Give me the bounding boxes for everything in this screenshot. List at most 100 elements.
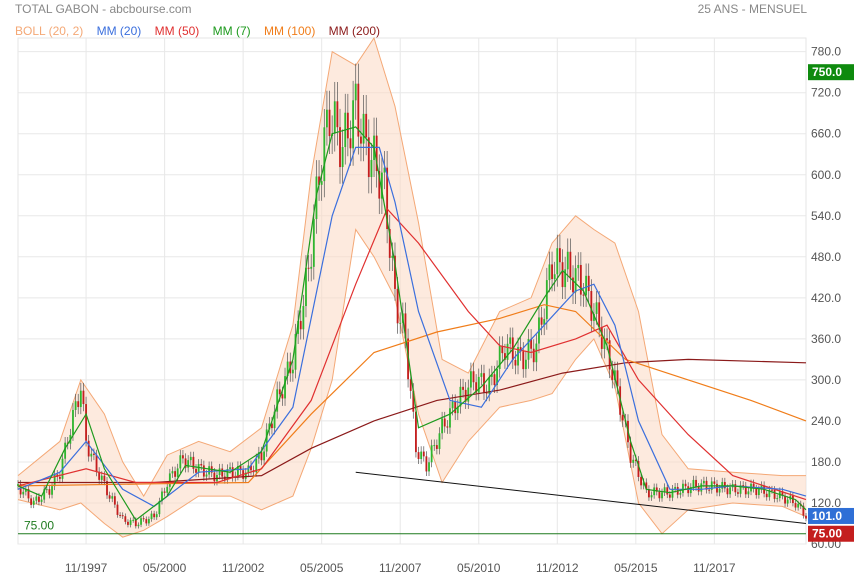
y-tick-label: 300.0 <box>811 373 841 387</box>
candle-body <box>655 487 658 492</box>
candle-body <box>797 503 800 508</box>
candle-body <box>527 338 530 360</box>
candle-body <box>341 147 344 168</box>
candle-body <box>428 462 430 472</box>
candle-body <box>27 489 30 499</box>
candle-body <box>226 469 229 480</box>
x-tick-label: 05/2015 <box>614 561 658 575</box>
candle-body <box>587 275 590 292</box>
candle-body <box>383 167 386 173</box>
price-badge <box>808 507 854 524</box>
candle-body <box>362 113 365 144</box>
candle-body <box>475 382 478 393</box>
candle-body <box>705 480 708 490</box>
candle-body <box>755 488 758 496</box>
candle-body <box>239 466 242 471</box>
candle-body <box>729 487 731 495</box>
candle-body <box>776 498 779 500</box>
candle-body <box>509 337 512 344</box>
candle-body <box>53 474 56 487</box>
candle-body <box>121 515 124 517</box>
candle-body <box>409 379 412 391</box>
candle-body <box>273 411 276 429</box>
candle-body <box>469 371 472 388</box>
candle-body <box>386 167 389 230</box>
candle-body <box>90 453 93 457</box>
candle-body <box>137 524 140 527</box>
candle-body <box>367 137 370 178</box>
candle-body <box>40 499 43 502</box>
candle-body <box>189 456 192 461</box>
candle-body <box>713 481 716 484</box>
candle-body <box>24 489 27 492</box>
legend: BOLL (20, 2) MM (20) MM (50) MM (7) MM (… <box>15 24 390 38</box>
candle-body <box>276 389 279 412</box>
candle-body <box>744 485 747 495</box>
candle-body <box>579 264 582 295</box>
candle-body <box>179 455 182 469</box>
candle-body <box>493 374 496 386</box>
candle-body <box>621 414 624 421</box>
candle-body <box>399 322 402 324</box>
candle-body <box>739 485 742 494</box>
candle-body <box>378 170 381 199</box>
candle-body <box>244 472 247 479</box>
candle-body <box>265 429 268 452</box>
candle-body <box>323 127 326 182</box>
candle-body <box>540 317 543 325</box>
candle-body <box>543 319 546 325</box>
candle-body <box>723 481 726 489</box>
candle-body <box>155 514 158 518</box>
candle-body <box>485 392 488 394</box>
candle-body <box>490 374 493 377</box>
candle-body <box>650 495 653 498</box>
candle-body <box>441 418 444 434</box>
candle-body <box>671 488 674 498</box>
candle-body <box>456 406 459 414</box>
candle-body <box>124 516 127 522</box>
y-tick-label: 780.0 <box>811 45 841 59</box>
candle-body <box>737 492 739 494</box>
candle-body <box>545 280 548 320</box>
candle-body <box>111 496 114 499</box>
candle-body <box>168 473 171 487</box>
candle-body <box>642 482 645 486</box>
candle-body <box>590 291 593 321</box>
candle-body <box>449 408 451 428</box>
candle-body <box>781 491 784 496</box>
candle-body <box>653 487 656 496</box>
candle-body <box>278 389 281 395</box>
candle-body <box>501 345 504 354</box>
candle-body <box>375 135 378 171</box>
candle-body <box>271 423 273 429</box>
candle-body <box>307 267 310 269</box>
x-tick-label: 11/2017 <box>693 561 736 575</box>
candle-body <box>794 503 797 508</box>
candle-body <box>569 251 572 278</box>
candle-body <box>438 433 441 449</box>
candle-body <box>668 494 671 498</box>
candle-body <box>477 376 480 393</box>
y-tick-label: 180.0 <box>811 455 841 469</box>
candle-body <box>519 347 522 352</box>
candle-body <box>422 451 425 457</box>
candle-body <box>524 359 527 370</box>
candle-body <box>553 274 556 280</box>
candle-body <box>522 351 525 370</box>
price-badge <box>808 64 854 81</box>
legend-item-mm20: MM (20) <box>96 24 142 38</box>
candle-body <box>17 484 19 486</box>
candle-body <box>786 499 789 504</box>
candle-body <box>629 442 632 463</box>
x-tick-label: 05/2000 <box>143 561 187 575</box>
candle-body <box>166 486 169 493</box>
candle-body <box>297 320 300 334</box>
series-line <box>18 358 807 484</box>
candle-body <box>336 101 339 128</box>
candle-body <box>752 483 755 489</box>
series-line <box>17 304 807 487</box>
candle-body <box>150 513 153 520</box>
candle-body <box>134 519 137 527</box>
candle-body <box>616 370 619 387</box>
